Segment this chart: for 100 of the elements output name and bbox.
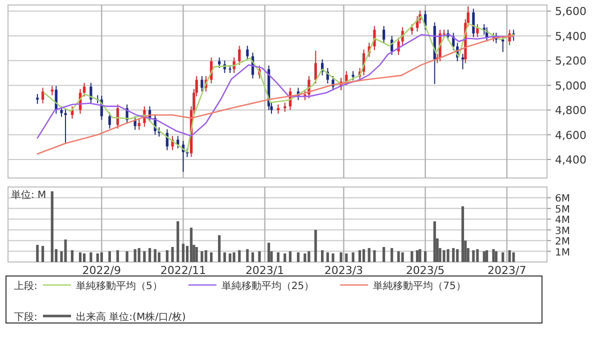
bar <box>508 250 511 262</box>
candlestick <box>64 108 67 144</box>
x-tick-label: 2023/1 <box>245 264 284 277</box>
y-tick-label: 5,600 <box>555 5 586 18</box>
candlestick <box>176 135 180 149</box>
bar <box>452 248 455 262</box>
bar <box>476 249 479 262</box>
candlestick <box>382 26 386 44</box>
y-tick-label: 5,400 <box>555 30 586 43</box>
bar <box>138 248 140 262</box>
x-tick-label: 2022/11 <box>160 264 206 277</box>
candlestick <box>138 118 140 130</box>
candlestick <box>36 93 39 104</box>
bar <box>368 248 370 262</box>
bar <box>494 251 498 262</box>
bar <box>182 244 185 262</box>
bar <box>96 253 99 262</box>
bar <box>321 250 324 262</box>
candlestick <box>472 8 475 38</box>
bar <box>90 252 92 262</box>
y-tick-label: 4M <box>555 215 570 226</box>
bar <box>126 251 128 262</box>
y-tick-label: 6M <box>555 194 570 205</box>
legend-label: 単純移動平均（75） <box>373 280 466 292</box>
bar <box>148 248 152 262</box>
legend-label: 出来高 単位:(M株/口/枚) <box>76 311 186 323</box>
bar <box>195 247 198 262</box>
bar <box>390 248 394 262</box>
bar <box>134 249 136 262</box>
candlestick <box>314 50 317 84</box>
candlestick <box>461 53 464 70</box>
y-tick-label: 5,200 <box>555 54 586 68</box>
bar <box>246 249 249 262</box>
bar <box>397 251 400 262</box>
bar <box>332 253 334 262</box>
annotation: 単位: M <box>11 189 46 201</box>
bar <box>352 252 354 262</box>
bar <box>456 249 459 262</box>
bar <box>416 250 419 262</box>
bar <box>204 250 208 262</box>
bar <box>308 251 310 262</box>
bar <box>176 221 180 262</box>
bar <box>486 250 488 262</box>
candlestick <box>116 104 119 130</box>
x-tick-label: 2022/9 <box>82 264 121 277</box>
y-tick-label: 1M <box>555 247 570 258</box>
bar <box>340 252 342 262</box>
bar <box>36 244 39 262</box>
bar <box>382 247 386 262</box>
x-tick-label: 2023/3 <box>324 264 364 277</box>
bar <box>401 252 404 262</box>
candlestick <box>50 85 54 96</box>
bar <box>326 252 329 262</box>
bar <box>296 252 300 262</box>
bar <box>218 235 221 262</box>
bar <box>358 250 362 262</box>
bar <box>446 249 450 262</box>
bar <box>100 252 103 262</box>
bar <box>116 250 119 262</box>
bar <box>492 249 495 262</box>
legend-label: 単純移動平均（25） <box>221 280 314 292</box>
bar <box>50 191 54 262</box>
bar <box>228 253 232 262</box>
bar <box>304 253 306 262</box>
legend-label: 単純移動平均（5） <box>76 280 162 292</box>
y-tick-label: 4,400 <box>555 153 586 166</box>
y-tick-label: 5,000 <box>555 79 586 92</box>
candlestick <box>41 87 44 104</box>
bar <box>251 252 254 262</box>
x-tick-label: 2023/5 <box>406 264 445 277</box>
legend-title: 下段: <box>14 311 38 323</box>
bar <box>200 251 204 262</box>
bar <box>288 251 292 262</box>
bar <box>78 252 82 262</box>
y-tick-label: 2M <box>555 236 570 248</box>
candlestick <box>397 37 400 56</box>
y-tick-label: 4,800 <box>555 104 586 118</box>
candlestick <box>276 104 280 114</box>
candlestick <box>238 45 241 66</box>
bar <box>442 250 446 262</box>
bar <box>166 250 168 262</box>
bar <box>284 253 286 262</box>
bar <box>232 252 236 262</box>
x-tick-label: 2023/7 <box>488 264 526 277</box>
bar <box>502 252 504 262</box>
bar <box>41 246 44 262</box>
y-tick-label: 4,600 <box>555 128 586 142</box>
bar <box>258 251 261 262</box>
bar <box>171 247 174 262</box>
candlestick <box>82 82 86 97</box>
candlestick <box>246 45 249 60</box>
bar <box>276 252 280 262</box>
bar <box>238 250 241 262</box>
bar <box>362 249 366 262</box>
bar <box>158 252 160 262</box>
bar <box>108 251 111 262</box>
bar <box>410 251 414 262</box>
bar <box>424 251 427 262</box>
candlestick <box>200 76 204 92</box>
bar <box>70 250 74 262</box>
